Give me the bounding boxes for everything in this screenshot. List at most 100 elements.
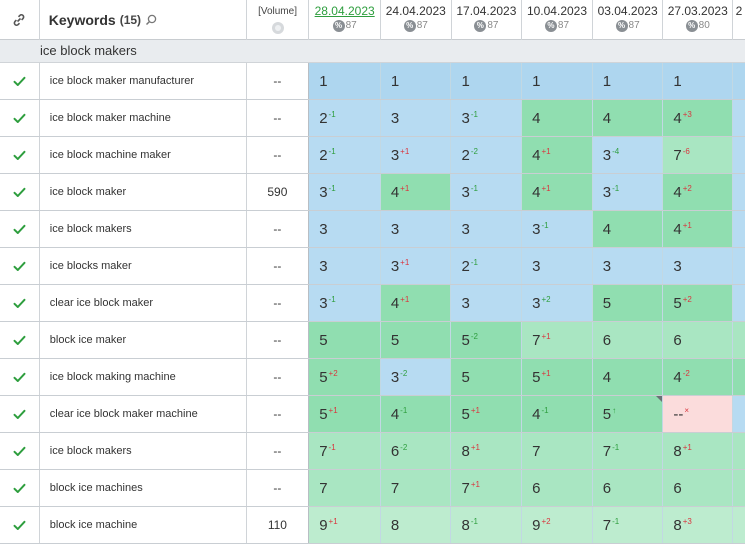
position-cell[interactable]: 3 xyxy=(309,211,381,247)
position-cell[interactable]: 4 -2 xyxy=(663,359,734,395)
table-row[interactable]: clear ice block maker -- 3 -1 4 +1 3 3 +2 5 5 +2 xyxy=(0,285,745,322)
position-cell[interactable] xyxy=(733,211,745,247)
keyword-cell[interactable]: clear ice block maker machine xyxy=(39,396,247,432)
position-cell[interactable] xyxy=(733,137,745,173)
position-cell[interactable]: 5 xyxy=(592,285,664,321)
position-cell[interactable]: 3 -2 xyxy=(380,359,452,395)
checkbox-cell[interactable] xyxy=(0,174,40,210)
position-cell[interactable]: 3 -1 xyxy=(309,174,381,210)
position-cell[interactable]: 1 xyxy=(380,63,452,99)
table-row[interactable]: ice block machine maker -- 2 -1 3 +1 2 -2 4 +1 3 -4… xyxy=(0,137,745,174)
position-cell[interactable]: 4 +1 xyxy=(380,285,452,321)
position-cell[interactable]: 5 +1 xyxy=(522,359,593,395)
keyword-cell[interactable]: ice block makers xyxy=(39,211,247,247)
position-cell[interactable]: 8 +3 xyxy=(663,507,734,543)
table-row[interactable]: ice block makers -- 7 -1 6 -2 8 +1 7 7 -1 8 +1 xyxy=(0,433,745,470)
keyword-cell[interactable]: ice blocks maker xyxy=(39,248,247,284)
keyword-cell[interactable]: ice block makers xyxy=(39,433,247,469)
date-column-header[interactable]: 24.04.2023 % 87 xyxy=(381,0,452,40)
position-cell[interactable]: 2 -2 xyxy=(451,137,523,173)
checkbox-cell[interactable] xyxy=(0,100,40,136)
position-cell[interactable]: 1 xyxy=(522,63,593,99)
checkbox-cell[interactable] xyxy=(0,433,40,469)
position-cell[interactable] xyxy=(733,248,745,284)
position-cell[interactable]: 6 -2 xyxy=(380,433,452,469)
checkbox-cell[interactable] xyxy=(0,322,40,358)
position-cell[interactable]: 3 xyxy=(309,248,381,284)
position-cell[interactable]: 7 xyxy=(522,433,593,469)
position-cell[interactable]: 7 -6 xyxy=(663,137,734,173)
position-cell[interactable] xyxy=(733,174,745,210)
checkbox-cell[interactable] xyxy=(0,211,40,247)
position-cell[interactable]: 1 xyxy=(309,63,381,99)
position-cell[interactable]: 5 ↑ xyxy=(592,396,664,432)
position-cell[interactable]: 7 -1 xyxy=(309,433,381,469)
position-cell[interactable]: 3 -4 xyxy=(592,137,664,173)
table-row[interactable]: ice block maker machine -- 2 -1 3 3 -1 4 4 4 +3 xyxy=(0,100,745,137)
position-cell[interactable] xyxy=(733,63,745,99)
position-cell[interactable]: 4 +1 xyxy=(522,137,593,173)
position-cell[interactable]: 9 +1 xyxy=(309,507,381,543)
position-cell[interactable]: 6 xyxy=(592,470,664,506)
position-cell[interactable]: 2 -1 xyxy=(309,100,381,136)
position-cell[interactable]: -- × xyxy=(663,396,734,432)
position-cell[interactable]: 8 -1 xyxy=(451,507,523,543)
table-row[interactable]: block ice maker -- 5 5 5 -2 7 +1 6 6 xyxy=(0,322,745,359)
position-cell[interactable]: 5 xyxy=(451,359,523,395)
checkbox-cell[interactable] xyxy=(0,507,40,543)
position-cell[interactable] xyxy=(733,470,745,506)
checkbox-cell[interactable] xyxy=(0,137,40,173)
position-cell[interactable]: 8 +1 xyxy=(663,433,734,469)
date-label[interactable]: 28.04.2023 xyxy=(314,4,375,18)
position-cell[interactable]: 4 xyxy=(592,211,664,247)
keyword-cell[interactable]: ice block maker manufacturer xyxy=(39,63,247,99)
position-cell[interactable]: 2 -1 xyxy=(451,248,523,284)
table-row[interactable]: ice block making machine -- 5 +2 3 -2 5 5 +1 4 4 -2 xyxy=(0,359,745,396)
position-cell[interactable]: 4 +1 xyxy=(663,211,734,247)
position-cell[interactable]: 5 xyxy=(309,322,381,358)
keyword-cell[interactable]: block ice machines xyxy=(39,470,247,506)
position-cell[interactable]: 3 xyxy=(522,248,593,284)
position-cell[interactable]: 3 xyxy=(592,248,664,284)
position-cell[interactable]: 8 +1 xyxy=(451,433,523,469)
position-cell[interactable]: 4 xyxy=(592,100,664,136)
position-cell[interactable]: 3 +1 xyxy=(380,137,452,173)
position-cell[interactable]: 3 -1 xyxy=(592,174,664,210)
position-cell[interactable] xyxy=(733,359,745,395)
position-cell[interactable] xyxy=(733,507,745,543)
position-cell[interactable]: 1 xyxy=(592,63,664,99)
table-row[interactable]: block ice machine 110 9 +1 8 8 -1 9 +2 7 -1 8 +3 xyxy=(0,507,745,544)
position-cell[interactable]: 7 +1 xyxy=(451,470,523,506)
volume-column-header[interactable]: [Volume] xyxy=(247,0,310,40)
position-cell[interactable]: 3 xyxy=(380,100,452,136)
keyword-cell[interactable]: block ice machine xyxy=(39,507,247,543)
position-cell[interactable]: 3 +1 xyxy=(380,248,452,284)
position-cell[interactable]: 4 -1 xyxy=(522,396,593,432)
position-cell[interactable]: 3 -1 xyxy=(451,100,523,136)
date-column-header[interactable]: 17.04.2023 % 87 xyxy=(452,0,523,40)
position-cell[interactable]: 3 xyxy=(451,211,523,247)
table-row[interactable]: ice blocks maker -- 3 3 +1 2 -1 3 3 3 xyxy=(0,248,745,285)
position-cell[interactable]: 4 xyxy=(522,100,593,136)
keyword-cell[interactable]: ice block maker machine xyxy=(39,100,247,136)
position-cell[interactable]: 6 xyxy=(592,322,664,358)
checkbox-cell[interactable] xyxy=(0,63,40,99)
keywords-column-header[interactable]: Keywords (15) xyxy=(40,0,247,40)
checkbox-cell[interactable] xyxy=(0,470,40,506)
position-cell[interactable]: 4 +1 xyxy=(522,174,593,210)
position-cell[interactable]: 3 -1 xyxy=(522,211,593,247)
position-cell[interactable]: 5 +1 xyxy=(309,396,381,432)
position-cell[interactable]: 7 -1 xyxy=(592,433,664,469)
position-cell[interactable] xyxy=(733,285,745,321)
position-cell[interactable]: 3 -1 xyxy=(309,285,381,321)
table-row[interactable]: clear ice block maker machine -- 5 +1 4 -1 5 +1… xyxy=(0,396,745,433)
position-cell[interactable]: 6 xyxy=(522,470,593,506)
position-cell[interactable]: 7 xyxy=(309,470,381,506)
position-cell[interactable]: 5 +2 xyxy=(309,359,381,395)
keyword-cell[interactable]: ice block machine maker xyxy=(39,137,247,173)
table-row[interactable]: ice block maker 590 3 -1 4 +1 3 -1 4 +1 3 -1 4 +2 xyxy=(0,174,745,211)
table-row[interactable]: ice block maker manufacturer -- 1 1 1 1 1 1 xyxy=(0,63,745,100)
position-cell[interactable]: 3 xyxy=(380,211,452,247)
checkbox-cell[interactable] xyxy=(0,359,40,395)
position-cell[interactable] xyxy=(733,322,745,358)
